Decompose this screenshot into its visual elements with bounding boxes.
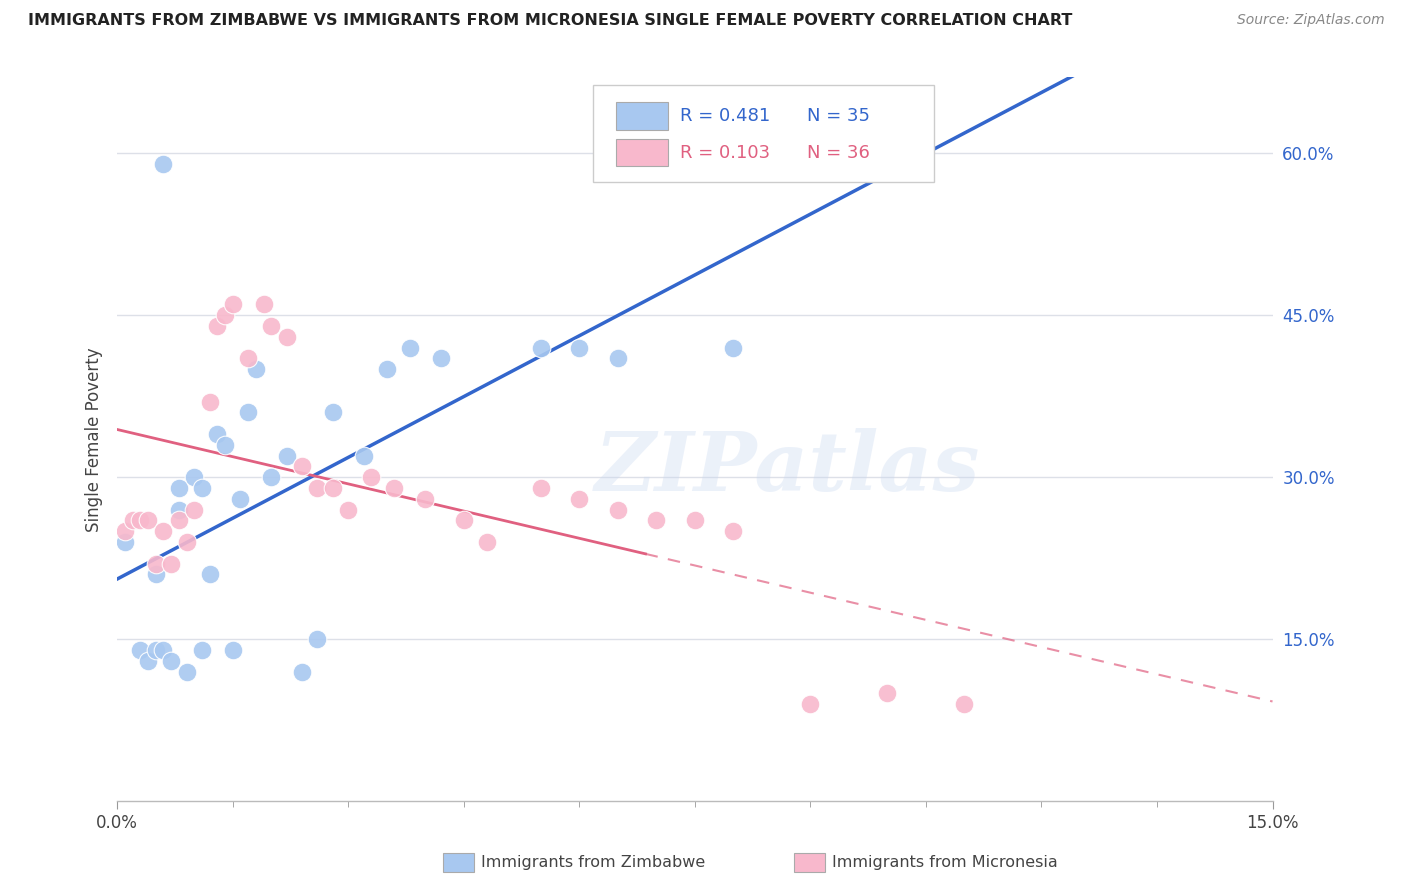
Text: N = 35: N = 35 — [807, 107, 870, 125]
Point — [160, 654, 183, 668]
Point — [307, 481, 329, 495]
Point — [114, 524, 136, 538]
Point — [214, 438, 236, 452]
FancyBboxPatch shape — [616, 102, 668, 129]
Point — [799, 697, 821, 711]
Text: Source: ZipAtlas.com: Source: ZipAtlas.com — [1237, 13, 1385, 28]
Point — [568, 491, 591, 506]
Point — [353, 449, 375, 463]
Point — [399, 341, 422, 355]
Point — [207, 426, 229, 441]
Point — [307, 632, 329, 647]
Point — [252, 297, 274, 311]
Point — [606, 502, 628, 516]
Point — [152, 524, 174, 538]
Point — [145, 557, 167, 571]
Text: ZIPatlas: ZIPatlas — [595, 428, 980, 508]
Point — [198, 567, 221, 582]
Point — [136, 513, 159, 527]
Text: IMMIGRANTS FROM ZIMBABWE VS IMMIGRANTS FROM MICRONESIA SINGLE FEMALE POVERTY COR: IMMIGRANTS FROM ZIMBABWE VS IMMIGRANTS F… — [28, 13, 1073, 29]
Point — [429, 351, 451, 366]
FancyBboxPatch shape — [616, 139, 668, 167]
Point — [129, 643, 152, 657]
Point — [260, 318, 283, 333]
Point — [384, 481, 406, 495]
Point — [530, 481, 553, 495]
Text: R = 0.103: R = 0.103 — [681, 145, 770, 162]
Point — [645, 513, 668, 527]
Point — [245, 362, 267, 376]
Point — [229, 491, 252, 506]
Point — [152, 643, 174, 657]
Point — [198, 394, 221, 409]
Point — [723, 524, 745, 538]
Point — [953, 697, 976, 711]
Point — [129, 513, 152, 527]
Point — [114, 535, 136, 549]
Point — [606, 351, 628, 366]
Point — [191, 643, 214, 657]
Point — [236, 351, 259, 366]
Point — [207, 318, 229, 333]
Point — [167, 481, 190, 495]
Text: R = 0.481: R = 0.481 — [681, 107, 770, 125]
Point — [475, 535, 498, 549]
Point — [214, 308, 236, 322]
Point — [152, 157, 174, 171]
Point — [183, 470, 205, 484]
Point — [530, 341, 553, 355]
Point — [167, 513, 190, 527]
Point — [291, 665, 314, 679]
Point — [723, 341, 745, 355]
Point — [276, 449, 298, 463]
Point — [876, 686, 898, 700]
Y-axis label: Single Female Poverty: Single Female Poverty — [86, 347, 103, 532]
Point — [183, 502, 205, 516]
Point — [276, 329, 298, 343]
Point — [322, 481, 344, 495]
Point — [838, 124, 860, 138]
Point — [176, 535, 198, 549]
Text: Immigrants from Zimbabwe: Immigrants from Zimbabwe — [481, 855, 704, 870]
Point — [145, 567, 167, 582]
Point — [337, 502, 360, 516]
Point — [568, 341, 591, 355]
Point — [322, 405, 344, 419]
Point — [260, 470, 283, 484]
Point — [191, 481, 214, 495]
Text: N = 36: N = 36 — [807, 145, 870, 162]
Point — [222, 643, 245, 657]
Point — [683, 513, 706, 527]
Point — [121, 513, 143, 527]
Point — [413, 491, 436, 506]
Point — [160, 557, 183, 571]
Point — [375, 362, 398, 376]
Point — [360, 470, 382, 484]
Text: Immigrants from Micronesia: Immigrants from Micronesia — [832, 855, 1059, 870]
Point — [453, 513, 475, 527]
Point — [176, 665, 198, 679]
FancyBboxPatch shape — [593, 85, 934, 182]
Point — [167, 502, 190, 516]
Point — [236, 405, 259, 419]
Point — [222, 297, 245, 311]
Point — [145, 643, 167, 657]
Point — [136, 654, 159, 668]
Point — [291, 459, 314, 474]
